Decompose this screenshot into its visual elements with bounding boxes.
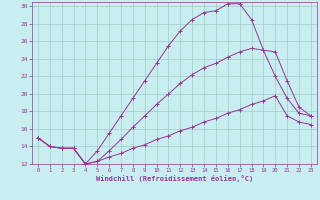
X-axis label: Windchill (Refroidissement éolien,°C): Windchill (Refroidissement éolien,°C) <box>96 175 253 182</box>
